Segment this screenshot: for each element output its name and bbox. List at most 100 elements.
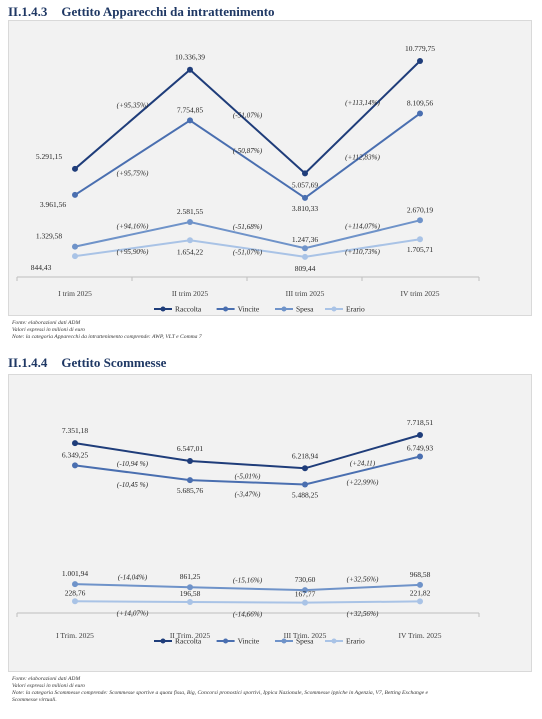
legend-marker xyxy=(331,306,337,312)
data-label: 7.718,51 xyxy=(407,418,434,427)
data-label: 1.705,71 xyxy=(407,245,434,254)
change-label: (-15,16%) xyxy=(233,577,263,585)
data-label: 1.247,36 xyxy=(292,235,319,244)
change-label: (-51,68%) xyxy=(233,223,263,231)
change-label: (+112,83%) xyxy=(345,154,380,162)
legend-label: Spesa xyxy=(296,305,314,314)
data-point-vincite xyxy=(302,481,308,488)
data-label: 2.670,19 xyxy=(407,205,434,214)
change-label: (+95,35%) xyxy=(117,101,149,109)
data-point-raccolta xyxy=(72,165,78,172)
data-point-erario xyxy=(302,599,308,606)
data-label: 5.057,69 xyxy=(292,180,319,189)
change-label: (+113,14%) xyxy=(345,99,380,107)
data-label: 1.001,94 xyxy=(62,569,89,578)
data-label: 809,44 xyxy=(295,264,316,273)
data-point-spesa xyxy=(72,243,78,250)
change-label: (-10,45 %) xyxy=(117,481,149,489)
legend-label: Erario xyxy=(346,637,365,646)
data-point-erario xyxy=(417,598,423,605)
series-line-raccolta xyxy=(74,60,421,175)
data-label: 7.754,85 xyxy=(177,105,204,114)
data-label: 5.291,15 xyxy=(36,152,63,161)
data-point-raccolta xyxy=(417,58,423,64)
change-label: (+22,99%) xyxy=(347,479,379,487)
data-label: 7.351,18 xyxy=(62,426,89,435)
x-tick-label: IV trim 2025 xyxy=(400,289,439,298)
data-label: 6.349,25 xyxy=(62,450,89,459)
note-line: Note: la categoria Scommesse comprende: … xyxy=(12,690,428,696)
legend-marker xyxy=(281,306,287,312)
data-point-spesa xyxy=(187,219,193,226)
x-tick-label: IV Trim. 2025 xyxy=(398,631,441,640)
data-label: 167,77 xyxy=(295,590,316,599)
legend-label: Vincite xyxy=(238,305,260,314)
data-point-erario xyxy=(72,598,78,605)
data-point-spesa xyxy=(302,245,308,252)
data-label: 6.218,94 xyxy=(292,451,319,460)
data-point-raccolta xyxy=(187,458,193,465)
x-tick-label: I trim 2025 xyxy=(58,289,92,298)
note-line: Note: la categoria Apparecchi da intratt… xyxy=(12,334,202,340)
change-label: (-14,66%) xyxy=(233,610,263,618)
data-point-vincite xyxy=(187,477,193,484)
note-line: Fonte: elaborazioni dati ADM xyxy=(12,320,81,326)
data-point-raccolta xyxy=(417,432,423,438)
legend-label: Vincite xyxy=(238,637,260,646)
change-label: (+32,56%) xyxy=(347,610,379,618)
series-line-erario xyxy=(74,600,421,604)
section-title-1: II.1.4.3 Gettito Apparecchi da intratteni… xyxy=(8,4,275,20)
data-label: 8.109,56 xyxy=(407,98,434,107)
change-label: (+95,75%) xyxy=(117,170,149,178)
change-label: (-51,07%) xyxy=(233,112,263,120)
data-label: 221,82 xyxy=(410,588,431,597)
note-line: Valori espressi in milioni di euro xyxy=(12,683,86,689)
change-label: (-50,87%) xyxy=(233,147,263,155)
data-label: 2.581,55 xyxy=(177,207,204,216)
data-point-erario xyxy=(417,236,423,243)
data-label: 968,58 xyxy=(410,570,431,579)
data-label: 228,76 xyxy=(65,588,86,597)
data-point-vincite xyxy=(417,453,423,460)
change-label: (-5,01%) xyxy=(235,473,261,481)
change-label: (+110,73%) xyxy=(345,248,380,256)
data-label: 5.685,76 xyxy=(177,486,204,495)
data-label: 10.779,75 xyxy=(405,44,435,53)
data-label: 1.329,58 xyxy=(36,232,63,241)
legend-marker xyxy=(281,638,287,644)
data-label: 6.749,93 xyxy=(407,443,434,452)
series-line-raccolta xyxy=(74,434,421,470)
x-tick-label: II trim 2025 xyxy=(172,289,208,298)
data-label: 3.810,33 xyxy=(292,204,319,213)
legend-label: Erario xyxy=(346,305,365,314)
data-point-vincite xyxy=(187,117,193,124)
data-point-spesa xyxy=(187,584,193,591)
section-heading: Gettito Scommesse xyxy=(61,355,167,370)
data-point-vincite xyxy=(302,194,308,201)
data-label: 1.654,22 xyxy=(177,247,204,256)
data-point-erario xyxy=(187,598,193,605)
legend-label: Raccolta xyxy=(175,305,202,314)
data-point-erario xyxy=(72,253,78,260)
series-line-vincite xyxy=(74,112,421,200)
change-label: (+14,07%) xyxy=(117,610,149,618)
section-heading: Gettito Apparecchi da intrattenimento xyxy=(61,4,275,19)
note-line: Fonte: elaborazioni dati ADM xyxy=(12,676,81,682)
data-point-raccolta xyxy=(72,440,78,447)
data-point-vincite xyxy=(72,191,78,198)
series-line-spesa xyxy=(74,219,421,250)
legend-marker xyxy=(223,638,229,644)
data-point-spesa xyxy=(302,587,308,594)
data-point-spesa xyxy=(417,217,423,224)
change-label: (+114,07%) xyxy=(345,222,380,230)
x-tick-label: III Trim. 2025 xyxy=(284,631,327,640)
data-label: 861,25 xyxy=(180,572,201,581)
chart-panel-2: I Trim. 2025 II Trim. 2025 III Trim. 2025 I… xyxy=(8,374,532,672)
x-tick-label: II Trim. 2025 xyxy=(170,631,210,640)
change-label: (-51,07%) xyxy=(233,249,263,257)
data-label: 6.547,01 xyxy=(177,444,204,453)
data-point-vincite xyxy=(72,462,78,469)
data-label: 3.961,56 xyxy=(40,200,67,209)
data-point-spesa xyxy=(417,581,423,588)
chart-panel-1: I trim 2025 II trim 2025 III trim 2025 IV t… xyxy=(8,20,532,316)
